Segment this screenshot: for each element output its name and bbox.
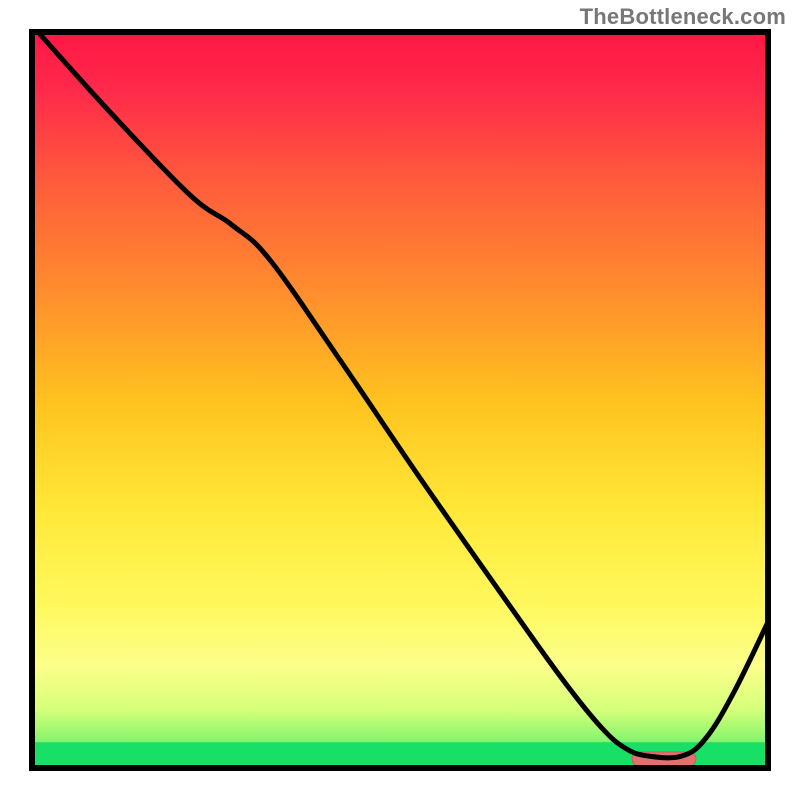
bottleneck-chart xyxy=(0,0,800,800)
gradient-background xyxy=(32,32,768,768)
chart-container: TheBottleneck.com xyxy=(0,0,800,800)
